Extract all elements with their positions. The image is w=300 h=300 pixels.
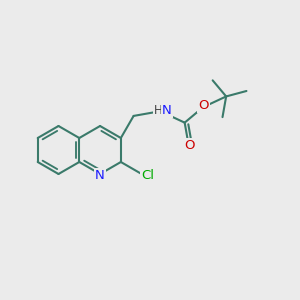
Text: H: H — [154, 104, 163, 117]
Text: O: O — [184, 140, 194, 152]
Text: O: O — [198, 99, 209, 112]
Text: Cl: Cl — [141, 169, 154, 182]
Text: N: N — [162, 104, 172, 117]
Text: N: N — [95, 169, 105, 182]
